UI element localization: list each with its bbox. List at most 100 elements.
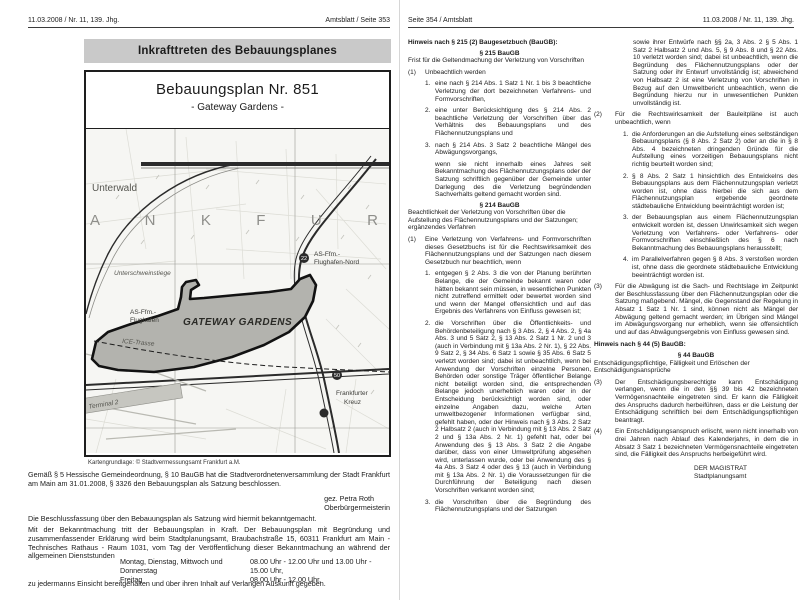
map-label-terminal2: Terminal 2: [88, 399, 119, 411]
page-left-header: 11.03.2008 / Nr. 11, 139. Jhg. Amtsblatt…: [28, 17, 390, 28]
gateway-gardens-polygon: [90, 273, 318, 374]
paragraph-number: (3): [594, 283, 602, 291]
closing-paragraph: zu jedermanns Einsicht bereitgehalten un…: [28, 579, 326, 588]
section-44-heading: § 44 BauGB: [677, 351, 715, 359]
map-title-box: Bebauungsplan Nr. 851 - Gateway Gardens …: [86, 72, 389, 129]
magistrat-signature: DER MAGISTRAT Stadtplanungsamt: [694, 465, 798, 482]
opening-hours: Montag, Dienstag, Mittwoch und Donnersta…: [120, 557, 390, 584]
paragraph-text: Der Entschädigungsberechtigte kann Entsc…: [615, 378, 798, 424]
paragraph-number: (4): [594, 428, 602, 436]
item-number: 4.: [623, 256, 629, 264]
junction-badge-50-label: 50: [334, 373, 340, 379]
opening-hours-value: 08.00 Uhr - 12.00 Uhr und 13.00 Uhr - 15…: [250, 557, 372, 575]
list-item: 4. im Parallelverfahren gegen § 8 Abs. 3…: [623, 256, 798, 279]
list-item: 2. die Vorschriften über die Öffentlichk…: [425, 320, 591, 495]
signature-block: gez. Petra Roth Oberbürgermeisterin: [324, 494, 390, 512]
opening-days: Freitag: [120, 575, 143, 584]
map-label-as-nord-1: AS-Ffm.-: [314, 251, 340, 258]
signature-title: Oberbürgermeisterin: [324, 503, 390, 512]
item-text: die Anforderungen an die Aufstellung ein…: [632, 130, 798, 168]
page-left: 11.03.2008 / Nr. 11, 139. Jhg. Amtsblatt…: [28, 17, 391, 588]
item-text: eine unter Berücksichtigung des § 214 Ab…: [435, 107, 591, 137]
legal-column-2: sowie ihrer Entwürfe nach §§ 2a, 3 Abs. …: [594, 39, 798, 597]
signature-name: gez. Petra Roth: [324, 494, 375, 503]
item-continuation-text: sowie ihrer Entwürfe nach §§ 2a, 3 Abs. …: [633, 39, 798, 107]
list-item: 3. der Bebauungsplan aus einem Flächennu…: [623, 214, 798, 252]
item-text: § 8 Abs. 2 Satz 1 hinsichtlich des Entwi…: [632, 172, 798, 210]
section-44-subtitle: Entschädigungspflichtige, Fälligkeit und…: [594, 359, 750, 375]
section-215-subtitle: Frist für die Geltendmachung der Verletz…: [408, 57, 584, 65]
junction-badge-icon: [319, 408, 329, 418]
map-label-unterschweinstiege: Unterschweinstiege: [114, 270, 171, 277]
item-number: 1.: [425, 270, 431, 278]
plan-name: - Gateway Gardens -: [191, 102, 284, 113]
map-canvas: Terminal 2 Unterwald A N K F U R Untersc…: [79, 128, 390, 454]
section-214-subtitle: Beachtlichkeit der Verletzung von Vorsch…: [408, 209, 578, 232]
paragraph-44-3: (3) Der Entschädigungsberechtigte kann E…: [594, 379, 798, 425]
item-number: 3.: [425, 141, 431, 149]
announcement-paragraph: Die Beschlussfassung über den Bebauungsp…: [28, 514, 317, 523]
inspection-paragraph: Mit der Bekanntmachung tritt der Bebauun…: [28, 525, 390, 561]
magistrat-line2: Stadtplanungsamt: [694, 473, 747, 481]
paragraph-number: (1): [408, 68, 416, 76]
list-item: 3. nach § 214 Abs. 3 Satz 2 beachtliche …: [425, 142, 591, 157]
paragraph-214-2: (2) Für die Rechtswirksamkeit der Baulei…: [594, 111, 798, 126]
item-text: im Parallelverfahren gegen § 8 Abs. 3 ve…: [632, 256, 798, 279]
paragraph-number: (3): [594, 378, 602, 386]
item-number: 3.: [425, 498, 431, 506]
paragraph-44-4: (4) Ein Entschädigungsanspruch erlischt,…: [594, 428, 798, 458]
item-number: 2.: [425, 107, 431, 115]
map-frame: Bebauungsplan Nr. 851 - Gateway Gardens …: [79, 70, 391, 457]
map-label-as-nord-2: Flughafen-Nord: [314, 259, 360, 266]
section-214-heading: § 214 BauGB: [479, 201, 520, 209]
list-item: 2. § 8 Abs. 2 Satz 1 hinsichtlich des En…: [623, 173, 798, 211]
map-label-ice-trasse: ICE-Trasse: [122, 338, 155, 348]
junction-badge-22-label: 22: [301, 256, 307, 262]
map-label-gateway-gardens: GATEWAY GARDENS: [183, 317, 292, 328]
legal-column-1: Hinweis nach § 215 (2) Baugesetzbuch (Ba…: [408, 39, 591, 597]
paragraph-text: Eine Verletzung von Verfahrens- und Form…: [425, 236, 591, 266]
list-item: 3. die Vorschriften über die Begründung …: [425, 499, 591, 514]
paragraph-215-1: (1) Unbeachtlich werden: [408, 69, 591, 77]
page-divider: [399, 0, 400, 600]
header-page-number: Seite 354 / Amtsblatt: [408, 17, 473, 24]
plan-number: Bebauungsplan Nr. 851: [155, 81, 320, 98]
item-text: die Vorschriften über die Öffentlichkeit…: [435, 320, 591, 495]
item-number: 1.: [425, 80, 431, 88]
item-number-spacer: [425, 161, 435, 199]
list-continuation: wenn sie nicht innerhalb eines Jahres se…: [425, 161, 591, 199]
notice-title-banner: Inkrafttreten des Bebauungsplanes: [84, 39, 391, 63]
map-label-as-1: AS-Ffm.-: [130, 309, 156, 316]
header-date-issue: 11.03.2008 / Nr. 11, 139. Jhg.: [702, 17, 794, 24]
header-date-issue: 11.03.2008 / Nr. 11, 139. Jhg.: [28, 17, 120, 24]
item-number: 1.: [623, 130, 629, 138]
list-item: 1. entgegen § 2 Abs. 3 die von der Planu…: [425, 270, 591, 316]
junction-badge-50-icon: [332, 370, 342, 380]
opening-hours-row: Freitag 08.00 Uhr - 12.00 Uhr,: [120, 575, 390, 584]
page-right: Seite 354 / Amtsblatt 11.03.2008 / Nr. 1…: [400, 0, 800, 600]
paragraph-text: Für die Rechtswirksamkeit der Bauleitplä…: [615, 111, 798, 126]
paragraph-text: Ein Entschädigungsanspruch erlischt, wen…: [615, 428, 798, 459]
item-text: der Bebauungsplan aus einem Flächennutzu…: [632, 214, 798, 252]
opening-days: Montag, Dienstag, Mittwoch und Donnersta…: [120, 557, 223, 575]
list-item: 1. eine nach § 214 Abs. 1 Satz 1 Nr. 1 b…: [425, 80, 591, 103]
map-label-unterwald: Unterwald: [92, 183, 137, 194]
map-label-as-2: Flughafen: [130, 317, 159, 324]
paragraph-number: (1): [408, 236, 416, 244]
paragraph-214-1: (1) Eine Verletzung von Verfahrens- und …: [408, 236, 591, 266]
paragraph-text: Unbeachtlich werden: [425, 68, 486, 76]
opening-hours-row: Montag, Dienstag, Mittwoch und Donnersta…: [120, 557, 390, 575]
item-number: 2.: [425, 320, 431, 327]
item-text: die Vorschriften über die Begründung des…: [435, 498, 591, 514]
section-215-heading: § 215 BauGB: [479, 49, 520, 57]
paragraph-214-3: (3) Für die Abwägung ist die Sach- und R…: [594, 283, 798, 336]
magistrat-line1: DER MAGISTRAT: [694, 464, 747, 472]
item-text: entgegen § 2 Abs. 3 die von der Planung …: [435, 270, 591, 316]
opening-hours-value: 08.00 Uhr - 12.00 Uhr,: [250, 575, 322, 584]
header-page-number: Amtsblatt / Seite 353: [325, 17, 390, 24]
resolution-paragraph: Gemäß § 5 Hessische Gemeindeordnung, § 1…: [28, 470, 390, 488]
junction-badge-22-icon: [299, 253, 309, 263]
list-item: 1. die Anforderungen an die Aufstellung …: [623, 131, 798, 169]
item-text: eine nach § 214 Abs. 1 Satz 1 Nr. 1 bis …: [435, 80, 591, 103]
